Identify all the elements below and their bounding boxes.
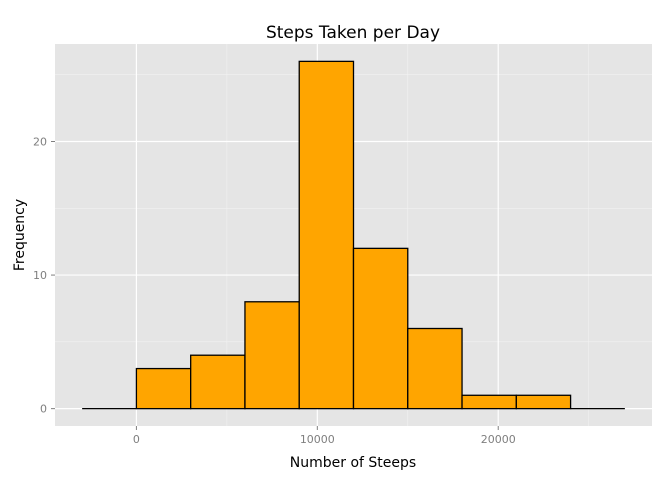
y-axis-ticks: 0 10 20 (33, 136, 55, 416)
y-tick-label: 0 (40, 403, 47, 416)
y-tick-label: 20 (33, 136, 47, 149)
histogram-bar (244, 301, 300, 410)
histogram-bars (82, 60, 625, 410)
histogram-bar (352, 247, 409, 410)
y-axis-title: Frequency (12, 199, 28, 271)
x-axis-title: Number of Steeps (290, 455, 416, 471)
histogram-bar (298, 60, 355, 410)
histogram-bar (135, 367, 192, 410)
chart-title: Steps Taken per Day (266, 23, 440, 43)
x-tick-label: 10000 (300, 433, 335, 446)
x-axis-ticks: 0 10000 20000 (133, 426, 516, 446)
x-tick-label: 0 (133, 433, 140, 446)
y-tick-label: 10 (33, 269, 47, 282)
x-tick-label: 20000 (481, 433, 516, 446)
histogram-bar (515, 394, 572, 410)
histogram-bar (407, 327, 463, 410)
histogram-bar (461, 394, 517, 410)
histogram-bar (190, 354, 246, 410)
